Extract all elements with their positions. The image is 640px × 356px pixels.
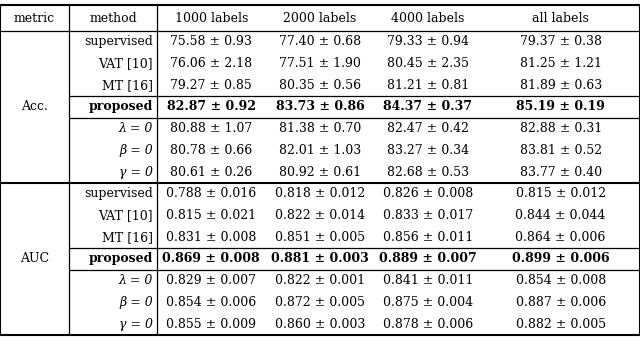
Text: 0.831 ± 0.008: 0.831 ± 0.008 [166, 231, 257, 244]
Text: VAT [10]: VAT [10] [99, 209, 153, 222]
Text: 0.860 ± 0.003: 0.860 ± 0.003 [275, 318, 365, 331]
Text: 0.815 ± 0.012: 0.815 ± 0.012 [516, 187, 605, 200]
Text: 0.844 ± 0.044: 0.844 ± 0.044 [515, 209, 606, 222]
Text: 82.87 ± 0.92: 82.87 ± 0.92 [166, 100, 256, 114]
Text: 0.899 ± 0.006: 0.899 ± 0.006 [512, 252, 609, 266]
Text: 0.854 ± 0.008: 0.854 ± 0.008 [515, 274, 606, 287]
Text: 80.45 ± 2.35: 80.45 ± 2.35 [387, 57, 469, 70]
Text: 82.47 ± 0.42: 82.47 ± 0.42 [387, 122, 469, 135]
Text: 81.25 ± 1.21: 81.25 ± 1.21 [520, 57, 602, 70]
Text: 0.829 ± 0.007: 0.829 ± 0.007 [166, 274, 256, 287]
Text: 0.875 ± 0.004: 0.875 ± 0.004 [383, 296, 473, 309]
Text: 83.77 ± 0.40: 83.77 ± 0.40 [520, 166, 602, 179]
Text: supervised: supervised [84, 35, 153, 48]
Text: 79.33 ± 0.94: 79.33 ± 0.94 [387, 35, 469, 48]
Text: 0.864 ± 0.006: 0.864 ± 0.006 [515, 231, 606, 244]
Text: 0.788 ± 0.016: 0.788 ± 0.016 [166, 187, 257, 200]
Text: 82.68 ± 0.53: 82.68 ± 0.53 [387, 166, 469, 179]
Text: proposed: proposed [88, 100, 153, 114]
Text: 0.881 ± 0.003: 0.881 ± 0.003 [271, 252, 369, 266]
Text: 0.887 ± 0.006: 0.887 ± 0.006 [515, 296, 606, 309]
Text: 83.73 ± 0.86: 83.73 ± 0.86 [276, 100, 364, 114]
Text: 0.889 ± 0.007: 0.889 ± 0.007 [379, 252, 477, 266]
Text: 0.815 ± 0.021: 0.815 ± 0.021 [166, 209, 256, 222]
Text: proposed: proposed [88, 252, 153, 266]
Text: 0.822 ± 0.001: 0.822 ± 0.001 [275, 274, 365, 287]
Text: 0.856 ± 0.011: 0.856 ± 0.011 [383, 231, 473, 244]
Text: 0.869 ± 0.008: 0.869 ± 0.008 [163, 252, 260, 266]
Text: 76.06 ± 2.18: 76.06 ± 2.18 [170, 57, 252, 70]
Text: metric: metric [14, 12, 55, 25]
Text: λ = 0: λ = 0 [118, 122, 153, 135]
Text: 0.851 ± 0.005: 0.851 ± 0.005 [275, 231, 365, 244]
Text: 0.826 ± 0.008: 0.826 ± 0.008 [383, 187, 473, 200]
Text: 82.01 ± 1.03: 82.01 ± 1.03 [279, 144, 361, 157]
Text: 82.88 ± 0.31: 82.88 ± 0.31 [520, 122, 602, 135]
Text: supervised: supervised [84, 187, 153, 200]
Text: 0.822 ± 0.014: 0.822 ± 0.014 [275, 209, 365, 222]
Text: 79.27 ± 0.85: 79.27 ± 0.85 [170, 79, 252, 92]
Text: γ = 0: γ = 0 [119, 166, 153, 179]
Text: MT [16]: MT [16] [102, 231, 153, 244]
Text: β = 0: β = 0 [119, 296, 153, 309]
Text: β = 0: β = 0 [119, 144, 153, 157]
Text: 79.37 ± 0.38: 79.37 ± 0.38 [520, 35, 602, 48]
Text: 80.78 ± 0.66: 80.78 ± 0.66 [170, 144, 252, 157]
Text: 0.818 ± 0.012: 0.818 ± 0.012 [275, 187, 365, 200]
Text: 80.88 ± 1.07: 80.88 ± 1.07 [170, 122, 252, 135]
Text: 0.878 ± 0.006: 0.878 ± 0.006 [383, 318, 473, 331]
Text: γ = 0: γ = 0 [119, 318, 153, 331]
Text: 84.37 ± 0.37: 84.37 ± 0.37 [383, 100, 472, 114]
Text: 75.58 ± 0.93: 75.58 ± 0.93 [170, 35, 252, 48]
Text: 0.872 ± 0.005: 0.872 ± 0.005 [275, 296, 365, 309]
Text: 81.89 ± 0.63: 81.89 ± 0.63 [520, 79, 602, 92]
Text: 77.51 ± 1.90: 77.51 ± 1.90 [279, 57, 361, 70]
Text: 0.833 ± 0.017: 0.833 ± 0.017 [383, 209, 473, 222]
Text: 0.882 ± 0.005: 0.882 ± 0.005 [516, 318, 605, 331]
Text: 80.35 ± 0.56: 80.35 ± 0.56 [279, 79, 361, 92]
Text: method: method [89, 12, 137, 25]
Text: AUC: AUC [20, 252, 49, 266]
Text: 0.841 ± 0.011: 0.841 ± 0.011 [383, 274, 473, 287]
Text: 0.855 ± 0.009: 0.855 ± 0.009 [166, 318, 256, 331]
Text: 81.38 ± 0.70: 81.38 ± 0.70 [279, 122, 361, 135]
Text: 1000 labels: 1000 labels [175, 12, 248, 25]
Text: 83.81 ± 0.52: 83.81 ± 0.52 [520, 144, 602, 157]
Text: 77.40 ± 0.68: 77.40 ± 0.68 [279, 35, 361, 48]
Text: λ = 0: λ = 0 [118, 274, 153, 287]
Text: 85.19 ± 0.19: 85.19 ± 0.19 [516, 100, 605, 114]
Text: MT [16]: MT [16] [102, 79, 153, 92]
Text: 81.21 ± 0.81: 81.21 ± 0.81 [387, 79, 469, 92]
Text: 4000 labels: 4000 labels [391, 12, 465, 25]
Text: 80.92 ± 0.61: 80.92 ± 0.61 [279, 166, 361, 179]
Text: 83.27 ± 0.34: 83.27 ± 0.34 [387, 144, 469, 157]
Text: 2000 labels: 2000 labels [284, 12, 356, 25]
Text: VAT [10]: VAT [10] [99, 57, 153, 70]
Text: 80.61 ± 0.26: 80.61 ± 0.26 [170, 166, 252, 179]
Text: Acc.: Acc. [21, 100, 48, 114]
Text: all labels: all labels [532, 12, 589, 25]
Text: 0.854 ± 0.006: 0.854 ± 0.006 [166, 296, 257, 309]
